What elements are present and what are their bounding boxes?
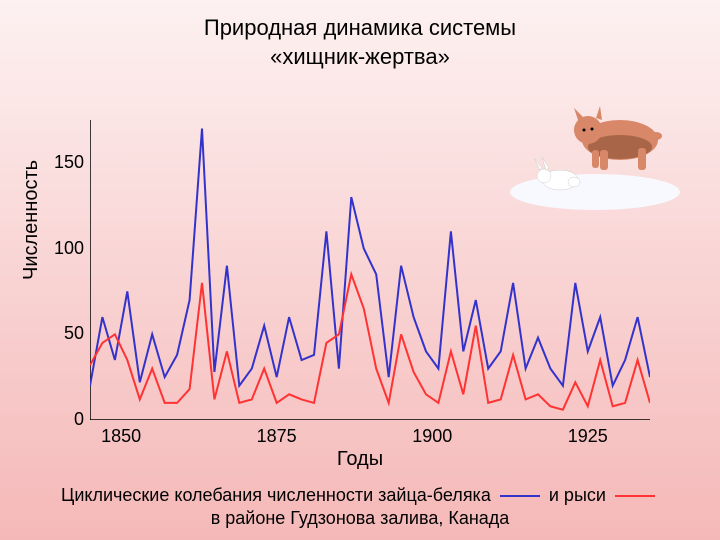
title-line-1: Природная динамика системы [204,15,516,40]
y-tick-label: 50 [48,323,84,344]
y-tick-label: 100 [48,238,84,259]
hare-series [90,129,650,386]
lynx-legend-line [615,495,655,497]
x-tick-label: 1900 [402,426,462,447]
chart-title: Природная динамика системы «хищник-жертв… [0,0,720,71]
x-tick-label: 1875 [247,426,307,447]
chart-caption: Циклические колебания численности зайца-… [0,484,720,529]
caption-part-2: и рыси [549,485,606,505]
x-axis-label: Годы [0,448,720,471]
lynx-series [90,274,650,409]
y-axis-label: Численность [20,160,43,280]
y-tick-label: 150 [48,152,84,173]
x-tick-label: 1850 [91,426,151,447]
hare-legend-line [500,495,540,497]
y-tick-label: 0 [48,409,84,430]
title-line-2: «хищник-жертва» [270,44,450,69]
caption-part-3: в районе Гудзонова залива, Канада [211,508,510,528]
predator-prey-chart [90,120,650,420]
caption-part-1: Циклические колебания численности зайца-… [61,485,491,505]
x-tick-label: 1925 [558,426,618,447]
